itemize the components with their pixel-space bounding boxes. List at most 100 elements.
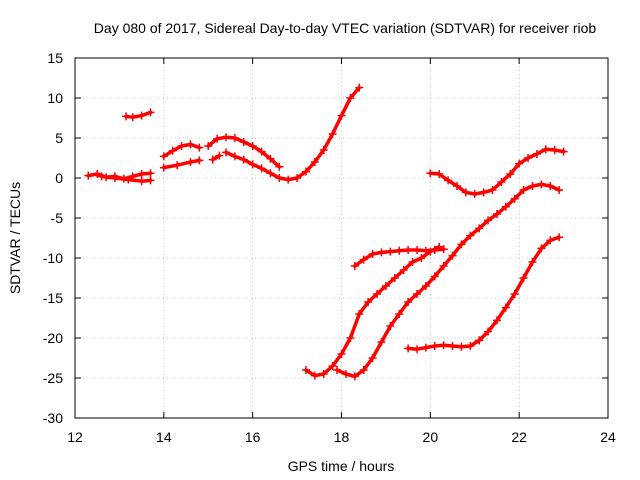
data-point — [386, 322, 395, 330]
data-point — [230, 134, 239, 142]
data-point — [146, 176, 155, 185]
data-point — [222, 148, 231, 157]
data-point — [408, 258, 417, 266]
data-point — [195, 143, 204, 152]
data-point — [381, 282, 390, 290]
data-point — [541, 145, 550, 154]
data-point — [368, 354, 377, 362]
data-point — [439, 245, 448, 254]
data-point — [404, 246, 413, 254]
data-point — [448, 342, 457, 350]
data-point — [337, 111, 346, 120]
data-point — [457, 240, 466, 249]
data-point — [510, 290, 519, 298]
data-point — [124, 175, 133, 184]
series-arc-2 — [97, 172, 155, 186]
data-point — [537, 180, 546, 189]
data-point — [333, 366, 342, 374]
data-point — [404, 298, 413, 306]
y-tick-label: 15 — [47, 50, 63, 66]
data-point — [186, 158, 195, 166]
data-point — [168, 146, 177, 155]
series-arc-6 — [208, 151, 224, 164]
data-point — [546, 182, 555, 190]
data-point — [501, 303, 510, 312]
data-point — [484, 327, 493, 336]
data-point — [475, 224, 484, 233]
data-point — [355, 310, 364, 318]
data-point — [213, 134, 222, 143]
data-point — [266, 169, 275, 178]
series-arc-9 — [301, 242, 444, 380]
data-point — [159, 163, 168, 172]
data-point — [430, 272, 439, 281]
series-line-arc-8 — [224, 85, 362, 182]
data-point — [239, 138, 248, 146]
data-point — [413, 345, 422, 354]
x-axis-title: GPS time / hours — [288, 458, 395, 474]
y-tick-label: 0 — [55, 170, 63, 186]
data-point — [417, 254, 426, 262]
x-tick-label: 20 — [423, 429, 439, 445]
y-axis-title: SDTVAR / TECUs — [7, 182, 23, 294]
x-tick-label: 16 — [245, 429, 261, 445]
data-point — [559, 147, 568, 156]
data-point — [515, 159, 524, 168]
data-point — [359, 366, 368, 374]
data-point — [395, 246, 404, 255]
data-point — [222, 133, 231, 142]
data-point — [466, 342, 475, 350]
y-tick-label: -20 — [43, 330, 63, 346]
data-point — [377, 248, 386, 257]
x-tick-label: 24 — [600, 429, 616, 445]
x-tick-label: 18 — [334, 429, 350, 445]
data-point — [319, 370, 328, 378]
data-point — [484, 216, 493, 225]
data-point — [546, 236, 555, 245]
series-line-arc-9 — [304, 245, 441, 378]
data-point — [421, 282, 430, 290]
data-point — [532, 150, 541, 158]
series-line-arc-13 — [428, 147, 566, 196]
data-point — [395, 310, 404, 318]
data-point — [488, 186, 497, 194]
data-point — [479, 188, 488, 197]
data-point — [421, 343, 430, 352]
data-point — [230, 152, 239, 161]
data-point — [519, 186, 528, 194]
data-point — [350, 262, 359, 270]
y-tick-label: 5 — [55, 130, 63, 146]
data-point — [93, 170, 102, 178]
data-point — [128, 113, 137, 122]
data-point — [215, 151, 224, 160]
data-point — [475, 336, 484, 345]
data-point — [373, 290, 382, 298]
y-tick-label: -30 — [43, 410, 63, 426]
series-arc-4 — [159, 140, 204, 161]
data-point — [413, 290, 422, 298]
data-point — [195, 156, 204, 165]
y-tick-label: -15 — [43, 290, 63, 306]
chart-title: Day 080 of 2017, Sidereal Day-to-day VTE… — [94, 20, 597, 36]
data-point — [248, 160, 257, 169]
series-arc-8 — [222, 83, 364, 184]
data-point — [528, 258, 537, 266]
data-point — [110, 174, 119, 182]
data-point — [501, 202, 510, 211]
data-point — [146, 108, 155, 117]
data-point — [457, 342, 466, 351]
data-point — [284, 175, 293, 184]
data-point — [448, 251, 457, 260]
data-point — [497, 178, 506, 186]
series-arc-11 — [350, 245, 448, 270]
series-arc-3 — [122, 108, 155, 122]
data-point — [173, 161, 182, 170]
data-point — [293, 174, 302, 182]
data-point — [377, 338, 386, 346]
data-point — [506, 170, 515, 178]
y-tick-label: -5 — [51, 210, 64, 226]
data-point — [359, 255, 368, 264]
data-point — [452, 182, 461, 190]
series-group — [84, 83, 568, 381]
data-point — [550, 146, 559, 154]
